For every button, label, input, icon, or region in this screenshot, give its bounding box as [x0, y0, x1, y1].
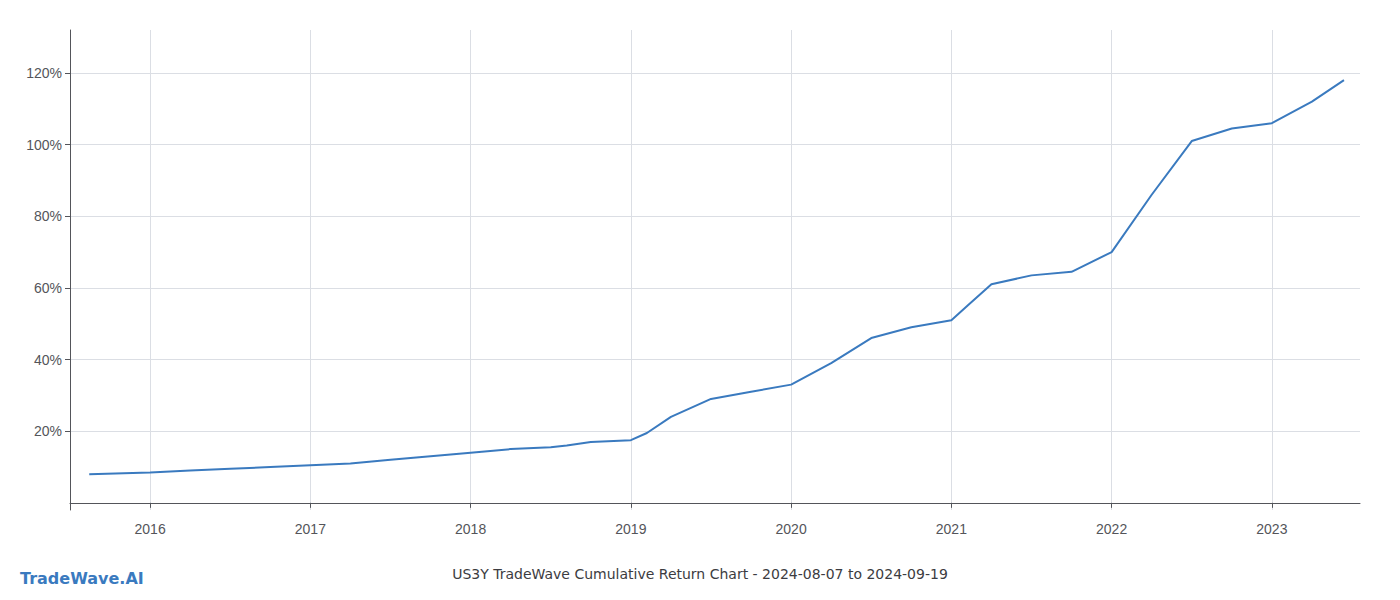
- svg-text:2020: 2020: [776, 521, 807, 537]
- svg-text:US3Y TradeWave Cumulative Retu: US3Y TradeWave Cumulative Return Chart -…: [452, 566, 948, 582]
- svg-text:2018: 2018: [455, 521, 486, 537]
- svg-text:2016: 2016: [135, 521, 166, 537]
- svg-text:80%: 80%: [34, 208, 62, 224]
- svg-text:TradeWave.AI: TradeWave.AI: [20, 569, 144, 588]
- svg-text:20%: 20%: [34, 423, 62, 439]
- svg-text:2023: 2023: [1256, 521, 1287, 537]
- svg-text:2022: 2022: [1096, 521, 1127, 537]
- svg-text:120%: 120%: [26, 65, 62, 81]
- svg-text:2017: 2017: [295, 521, 326, 537]
- svg-text:100%: 100%: [26, 137, 62, 153]
- svg-text:60%: 60%: [34, 280, 62, 296]
- svg-text:2021: 2021: [936, 521, 967, 537]
- svg-text:40%: 40%: [34, 352, 62, 368]
- svg-text:2019: 2019: [615, 521, 646, 537]
